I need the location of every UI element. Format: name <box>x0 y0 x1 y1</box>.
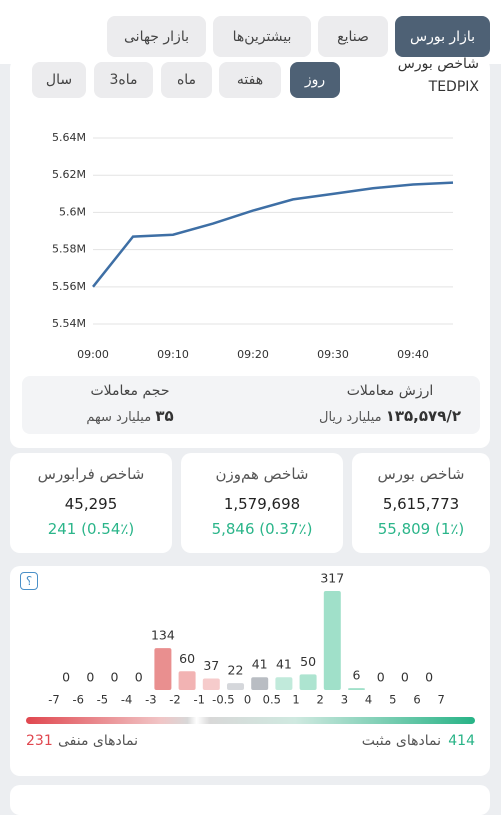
index-name: شاخص بورس <box>377 465 465 483</box>
negative-count: 231 <box>26 733 53 749</box>
index-box <box>10 453 172 553</box>
period-button[interactable]: سال <box>32 62 86 98</box>
tab[interactable]: بازار جهانی <box>107 16 206 57</box>
bar-value-label: 41 <box>276 657 292 672</box>
stat-unit: میلیارد ریال <box>319 410 382 425</box>
tab[interactable]: صنایع <box>318 16 388 57</box>
stat-number: ۱۳۵,۵۷۹/۲ <box>385 407 461 425</box>
bar <box>323 591 341 690</box>
bar-value-label: 0 <box>377 670 385 685</box>
stat-value: ۳۵ میلیارد سهم <box>20 407 240 425</box>
y-tick-label: 5.54M <box>52 317 86 330</box>
tab[interactable]: بازار بورس <box>395 16 490 57</box>
bin-label: 6 <box>413 693 420 707</box>
bar-value-label: 0 <box>86 670 94 685</box>
bar-value-label: 0 <box>425 670 433 685</box>
bar-value-label: 134 <box>151 628 175 643</box>
period-button[interactable]: ماه <box>161 62 212 98</box>
breadth-card <box>10 566 490 776</box>
stat-label: حجم معاملات <box>90 383 170 399</box>
x-tick-label: 09:20 <box>237 348 269 361</box>
bar-value-label: 6 <box>353 668 361 683</box>
breadth-bar <box>26 717 475 724</box>
stat-label: ارزش معاملات <box>346 383 434 399</box>
bar <box>178 671 196 690</box>
tab[interactable]: بیشترین‌ها <box>213 16 311 57</box>
x-tick-label: 09:40 <box>397 348 429 361</box>
bar-value-label: 60 <box>179 651 195 666</box>
y-tick-label: 5.58M <box>52 243 86 256</box>
bin-label: 1 <box>292 693 299 707</box>
index-symbol: TEDPIX <box>428 79 479 95</box>
index-change: 5,846 (0.37٪) <box>211 520 313 538</box>
index-box <box>181 453 343 553</box>
bar <box>299 674 317 690</box>
help-icon[interactable]: ؟ <box>20 572 38 590</box>
bar-value-label: 0 <box>62 670 70 685</box>
period-button[interactable]: روز <box>290 62 340 98</box>
bar-value-label: 0 <box>135 670 143 685</box>
bar-value-label: 22 <box>228 663 244 678</box>
stats-box <box>22 376 480 434</box>
index-name: شاخص فرابورس <box>37 465 145 483</box>
bin-label: -4 <box>121 693 132 707</box>
y-tick-label: 5.62M <box>52 168 86 181</box>
bar <box>202 678 220 690</box>
bin-label: 3 <box>341 693 348 707</box>
bar-value-label: 0 <box>111 670 119 685</box>
index-name: شاخص هم‌وزن <box>215 465 309 483</box>
bin-label: -5 <box>97 693 108 707</box>
index-value: 45,295 <box>64 495 118 513</box>
bin-label: -6 <box>72 693 83 707</box>
bin-label: 0.5 <box>263 693 281 707</box>
bar-value-label: 37 <box>203 658 219 673</box>
period-button[interactable]: هفته <box>219 62 281 98</box>
bar-value-label: 50 <box>300 654 316 669</box>
bar <box>275 677 293 690</box>
stat-number: ۳۵ <box>155 407 174 425</box>
stat-value: ۱۳۵,۵۷۹/۲ میلیارد ریال <box>280 407 500 425</box>
bin-label: -1 <box>193 693 204 707</box>
bar <box>154 648 172 690</box>
period-button[interactable]: 3ماه <box>94 62 153 98</box>
index-change: 55,809 (1٪) <box>377 520 465 538</box>
index-box <box>352 453 490 553</box>
bin-label: 2 <box>317 693 324 707</box>
y-tick-label: 5.64M <box>52 131 86 144</box>
bin-label: 7 <box>438 693 445 707</box>
bar <box>348 688 365 690</box>
bin-label: -3 <box>145 693 156 707</box>
bar <box>251 677 269 690</box>
bar-value-label: 0 <box>401 670 409 685</box>
bin-label: -7 <box>48 693 59 707</box>
bin-label: 5 <box>389 693 396 707</box>
bin-label: 4 <box>365 693 372 707</box>
bin-label: -2 <box>169 693 180 707</box>
x-tick-label: 09:30 <box>317 348 349 361</box>
index-title: شاخص بورس <box>397 56 479 72</box>
bar-value-label: 317 <box>320 571 344 586</box>
y-tick-label: 5.6M <box>59 205 86 218</box>
index-value: 5,615,773 <box>382 495 460 513</box>
index-change: 241 (0.54٪) <box>47 520 135 538</box>
bin-label: -0.5 <box>212 693 234 707</box>
bar-value-label: 41 <box>252 657 268 672</box>
stat-unit: میلیارد سهم <box>86 410 152 425</box>
negative-label: نمادهای منفی <box>58 733 139 749</box>
y-tick-label: 5.56M <box>52 280 86 293</box>
bin-label: 0 <box>244 693 251 707</box>
positive-count: 414 <box>448 733 475 749</box>
index-value: 1,579,698 <box>223 495 301 513</box>
x-tick-label: 09:10 <box>157 348 189 361</box>
bar <box>227 683 244 690</box>
positive-label: نمادهای مثبت <box>361 733 441 749</box>
x-tick-label: 09:00 <box>77 348 109 361</box>
line-series <box>92 181 454 288</box>
